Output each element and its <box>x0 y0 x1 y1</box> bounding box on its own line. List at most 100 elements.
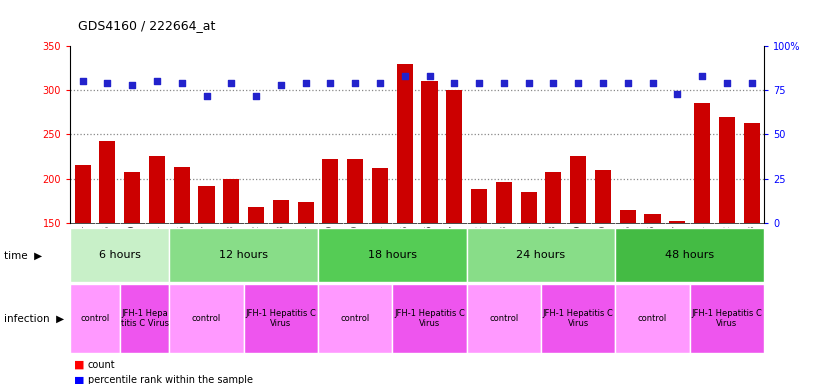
Point <box>324 80 337 86</box>
Text: ■: ■ <box>74 359 84 369</box>
Text: GSM523820: GSM523820 <box>351 225 359 271</box>
Text: control: control <box>340 314 370 323</box>
Point <box>373 80 387 86</box>
Text: GSM523809: GSM523809 <box>574 225 582 271</box>
Point <box>200 93 213 99</box>
Bar <box>173 167 190 355</box>
Bar <box>248 207 264 355</box>
Text: count: count <box>88 359 115 369</box>
Text: JFH-1 Hepatitis C
Virus: JFH-1 Hepatitis C Virus <box>394 309 465 328</box>
Bar <box>392 284 467 353</box>
Text: control: control <box>638 314 667 323</box>
Text: GSM523807: GSM523807 <box>450 225 458 271</box>
Text: 6 hours: 6 hours <box>99 250 140 260</box>
Bar <box>520 192 537 355</box>
Text: GSM523811: GSM523811 <box>698 225 706 270</box>
Text: time  ▶: time ▶ <box>4 250 42 260</box>
Bar <box>467 228 615 282</box>
Bar <box>669 221 686 355</box>
Text: GSM523822: GSM523822 <box>475 225 483 270</box>
Text: control: control <box>489 314 519 323</box>
Text: GSM523812: GSM523812 <box>723 225 731 270</box>
Point <box>249 93 263 99</box>
Point <box>472 80 486 86</box>
Text: GSM523813: GSM523813 <box>748 225 756 271</box>
Bar <box>595 170 611 355</box>
Text: GSM523806: GSM523806 <box>425 225 434 271</box>
Text: infection  ▶: infection ▶ <box>4 314 64 324</box>
Text: GSM523810: GSM523810 <box>599 225 607 271</box>
Point <box>720 80 733 86</box>
Bar <box>99 141 116 355</box>
Point <box>646 80 659 86</box>
Text: GSM523805: GSM523805 <box>401 225 409 271</box>
Text: 18 hours: 18 hours <box>368 250 417 260</box>
Bar <box>244 284 318 353</box>
Bar <box>694 104 710 355</box>
Bar <box>690 284 764 353</box>
Point <box>572 80 585 86</box>
Point <box>745 80 758 86</box>
Bar <box>318 284 392 353</box>
Text: GSM523800: GSM523800 <box>128 225 136 271</box>
Bar <box>545 172 562 355</box>
Bar <box>74 165 91 355</box>
Bar <box>149 157 165 355</box>
Point <box>274 82 287 88</box>
Point <box>349 80 362 86</box>
Text: GSM523826: GSM523826 <box>648 225 657 271</box>
Text: GSM523804: GSM523804 <box>301 225 310 271</box>
Bar <box>70 284 120 353</box>
Bar <box>446 90 463 355</box>
Text: control: control <box>80 314 110 323</box>
Point <box>175 80 188 86</box>
Point <box>126 82 139 88</box>
Point <box>522 80 535 86</box>
Text: JFH-1 Hepatitis C
Virus: JFH-1 Hepatitis C Virus <box>691 309 762 328</box>
Bar <box>318 228 467 282</box>
Bar <box>297 202 314 355</box>
Bar <box>496 182 512 355</box>
Point <box>225 80 238 86</box>
Text: JFH-1 Hepatitis C
Virus: JFH-1 Hepatitis C Virus <box>245 309 316 328</box>
Bar <box>273 200 289 355</box>
Bar <box>421 81 438 355</box>
Bar <box>615 284 690 353</box>
Text: GSM523815: GSM523815 <box>103 225 112 271</box>
Point <box>621 80 634 86</box>
Point <box>671 91 684 97</box>
Text: ■: ■ <box>74 376 84 384</box>
Text: GSM523827: GSM523827 <box>673 225 681 271</box>
Text: GDS4160 / 222664_at: GDS4160 / 222664_at <box>78 19 216 32</box>
Text: GSM523803: GSM523803 <box>277 225 285 271</box>
Point <box>101 80 114 86</box>
Text: GSM523808: GSM523808 <box>549 225 558 271</box>
Bar <box>347 159 363 355</box>
Point <box>497 80 510 86</box>
Point <box>448 80 461 86</box>
Text: GSM523821: GSM523821 <box>376 225 384 270</box>
Bar <box>223 179 240 355</box>
Bar <box>743 123 760 355</box>
Text: GSM523825: GSM523825 <box>624 225 632 271</box>
Bar <box>169 228 318 282</box>
Text: 24 hours: 24 hours <box>516 250 566 260</box>
Bar <box>70 228 169 282</box>
Bar <box>120 284 169 353</box>
Bar <box>467 284 541 353</box>
Point <box>398 73 411 79</box>
Text: GSM523814: GSM523814 <box>78 225 87 271</box>
Bar <box>124 172 140 355</box>
Text: percentile rank within the sample: percentile rank within the sample <box>88 376 253 384</box>
Bar <box>322 159 339 355</box>
Point <box>547 80 560 86</box>
Text: GSM523816: GSM523816 <box>178 225 186 271</box>
Bar <box>719 117 735 355</box>
Bar <box>198 185 215 355</box>
Bar <box>615 228 764 282</box>
Bar <box>169 284 244 353</box>
Text: 12 hours: 12 hours <box>219 250 268 260</box>
Text: GSM523817: GSM523817 <box>202 225 211 271</box>
Text: GSM523824: GSM523824 <box>525 225 533 271</box>
Point <box>150 78 164 84</box>
